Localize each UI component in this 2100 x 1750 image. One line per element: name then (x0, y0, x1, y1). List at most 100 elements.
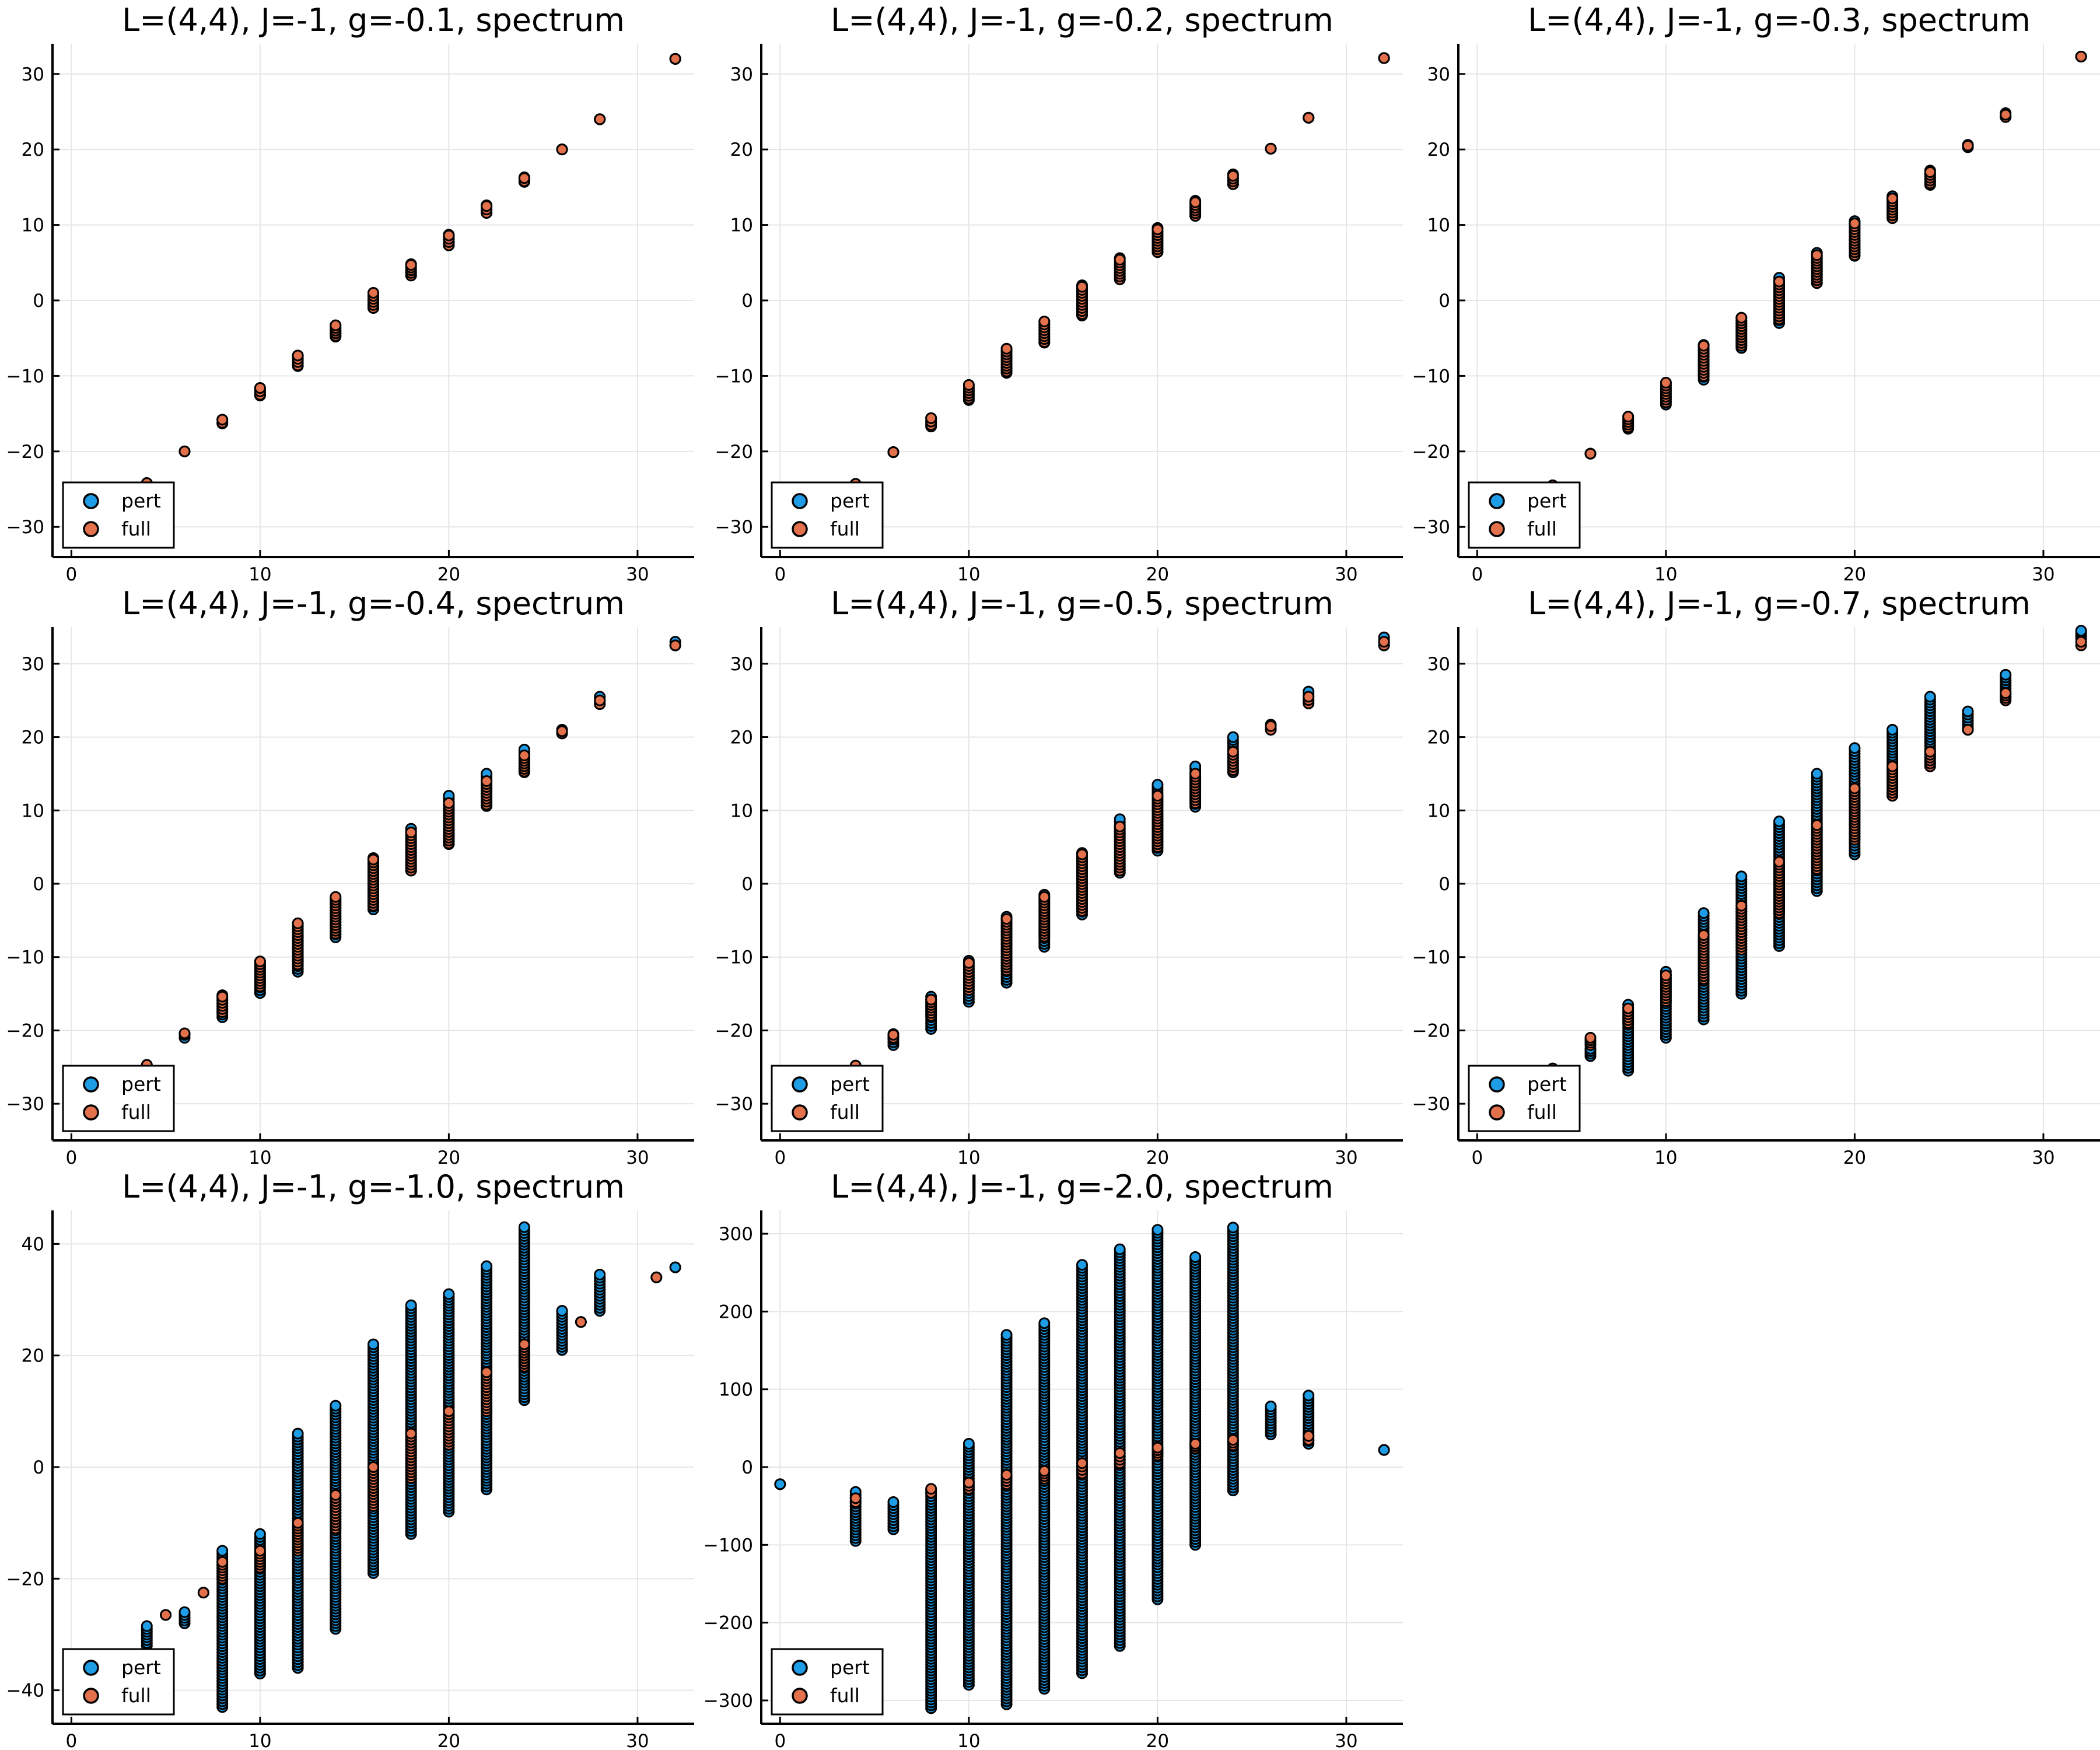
legend-label-pert: pert (121, 1073, 161, 1096)
x-tick-label: 30 (626, 1731, 649, 1750)
data-point-full (1076, 1457, 1088, 1469)
data-point-full (1227, 1434, 1239, 1446)
data-point-full (1584, 447, 1597, 460)
x-tick-label: 0 (1471, 564, 1483, 585)
data-point-full (669, 52, 681, 65)
x-tick-label: 10 (249, 1147, 271, 1168)
legend-marker-full (1489, 1104, 1505, 1121)
data-point-full (254, 1545, 266, 1557)
chart-panel-4: 0 10 20 30 −30 −20 −10 0 10 20 30 L=(4,4), J=-1, g=… (6, 585, 694, 1168)
legend-marker-pert (1489, 1076, 1505, 1093)
x-tick-label: 10 (957, 1147, 980, 1168)
x-tick-label: 20 (1843, 564, 1866, 585)
series-pert (774, 1222, 1390, 1714)
data-point-full (405, 1427, 417, 1440)
data-point-full (1962, 724, 1974, 736)
legend-label-pert: pert (121, 1656, 161, 1679)
data-point-full (1303, 691, 1315, 703)
chart-panel-1: 0 10 20 30 −30 −20 −10 0 10 20 30 L=(4,4), J=-1, g=… (6, 2, 694, 585)
y-tick-label: 300 (719, 1224, 753, 1245)
data-point-full (481, 775, 493, 787)
data-point-pert (1265, 1401, 1277, 1412)
y-tick-label: −10 (715, 366, 753, 387)
y-tick-label: 10 (22, 800, 44, 821)
legend-marker-full (1489, 521, 1505, 537)
data-point-full (963, 379, 975, 391)
data-point-full (292, 917, 304, 929)
y-tick-label: −30 (715, 1094, 753, 1115)
y-tick-label: 100 (719, 1380, 753, 1401)
x-tick-label: 30 (2032, 564, 2054, 585)
data-point-full (1000, 1469, 1013, 1481)
x-tick-label: 0 (65, 1147, 77, 1168)
data-point-full (216, 414, 229, 426)
chart-title: L=(4,4), J=-1, g=-0.1, spectrum (122, 2, 625, 38)
y-tick-label: 10 (22, 215, 44, 236)
data-point-full (1887, 192, 1899, 205)
legend-label-pert: pert (121, 489, 161, 512)
y-tick-label: 30 (1427, 64, 1450, 85)
data-point-pert (556, 1305, 568, 1317)
data-point-full (1811, 249, 1823, 261)
legend-box (62, 1648, 175, 1716)
data-point-pert (1887, 724, 1899, 736)
x-tick-label: 0 (774, 1147, 786, 1168)
chart-title: L=(4,4), J=-1, g=-0.2, spectrum (831, 2, 1334, 38)
x-tick-label: 20 (1146, 564, 1169, 585)
data-point-full (669, 639, 681, 652)
series-full (141, 639, 681, 1071)
chart-panel-7: 0 10 20 30 −40 −20 0 20 40 L=(4,4), J=-1, g=-1.0,… (6, 1168, 694, 1750)
data-point-full (405, 827, 417, 838)
legend: pert full (62, 1648, 175, 1716)
y-tick-label: 0 (33, 290, 44, 312)
data-point-full (254, 956, 266, 968)
legend-box (62, 481, 175, 549)
data-point-pert (1698, 907, 1710, 919)
y-tick-label: 20 (730, 727, 753, 748)
data-point-full (1622, 1002, 1634, 1014)
x-tick-label: 20 (1146, 1147, 1169, 1168)
data-point-pert (1000, 1329, 1013, 1341)
data-point-full (1303, 111, 1315, 124)
chart-title: L=(4,4), J=-1, g=-0.4, spectrum (122, 585, 625, 622)
y-tick-label: 20 (22, 727, 44, 748)
data-point-full (405, 259, 417, 271)
data-point-pert (669, 1261, 681, 1273)
data-point-full (1114, 820, 1126, 832)
data-point-full (1038, 1465, 1051, 1477)
data-point-full (963, 1476, 975, 1489)
data-point-pert (518, 1221, 530, 1233)
x-tick-label: 30 (626, 564, 649, 585)
legend-marker-pert (83, 493, 99, 509)
data-point-full (1849, 218, 1861, 229)
y-tick-label: 30 (730, 654, 753, 675)
data-point-full (1773, 856, 1785, 868)
x-tick-label: 30 (1335, 1731, 1357, 1750)
y-tick-label: 20 (22, 139, 44, 160)
x-tick-label: 0 (774, 1731, 786, 1750)
data-point-pert (141, 1620, 153, 1632)
data-point-full (330, 319, 342, 331)
y-tick-label: 0 (33, 1457, 44, 1478)
chart-title: L=(4,4), J=-1, g=-0.5, spectrum (831, 585, 1334, 622)
legend-marker-pert (792, 1660, 808, 1676)
data-point-full (2000, 687, 2012, 699)
series-full (1546, 51, 2087, 492)
x-tick-label: 0 (774, 564, 786, 585)
y-tick-label: 20 (730, 139, 753, 160)
data-point-full (556, 144, 568, 156)
y-tick-label: −200 (704, 1613, 753, 1634)
data-point-pert (774, 1478, 786, 1490)
chart-title: L=(4,4), J=-1, g=-2.0, spectrum (831, 1168, 1334, 1205)
x-tick-label: 20 (1146, 1731, 1169, 1750)
data-point-full (849, 1492, 862, 1504)
x-tick-label: 30 (2032, 1147, 2054, 1168)
series-full (849, 52, 1390, 490)
data-point-full (1076, 281, 1088, 293)
legend-marker-pert (1489, 493, 1505, 509)
data-point-full (1152, 223, 1164, 236)
legend-box (1468, 481, 1581, 549)
x-tick-label: 10 (249, 1731, 271, 1750)
chart-title: L=(4,4), J=-1, g=-0.7, spectrum (1528, 585, 2031, 622)
legend-marker-full (83, 521, 99, 537)
